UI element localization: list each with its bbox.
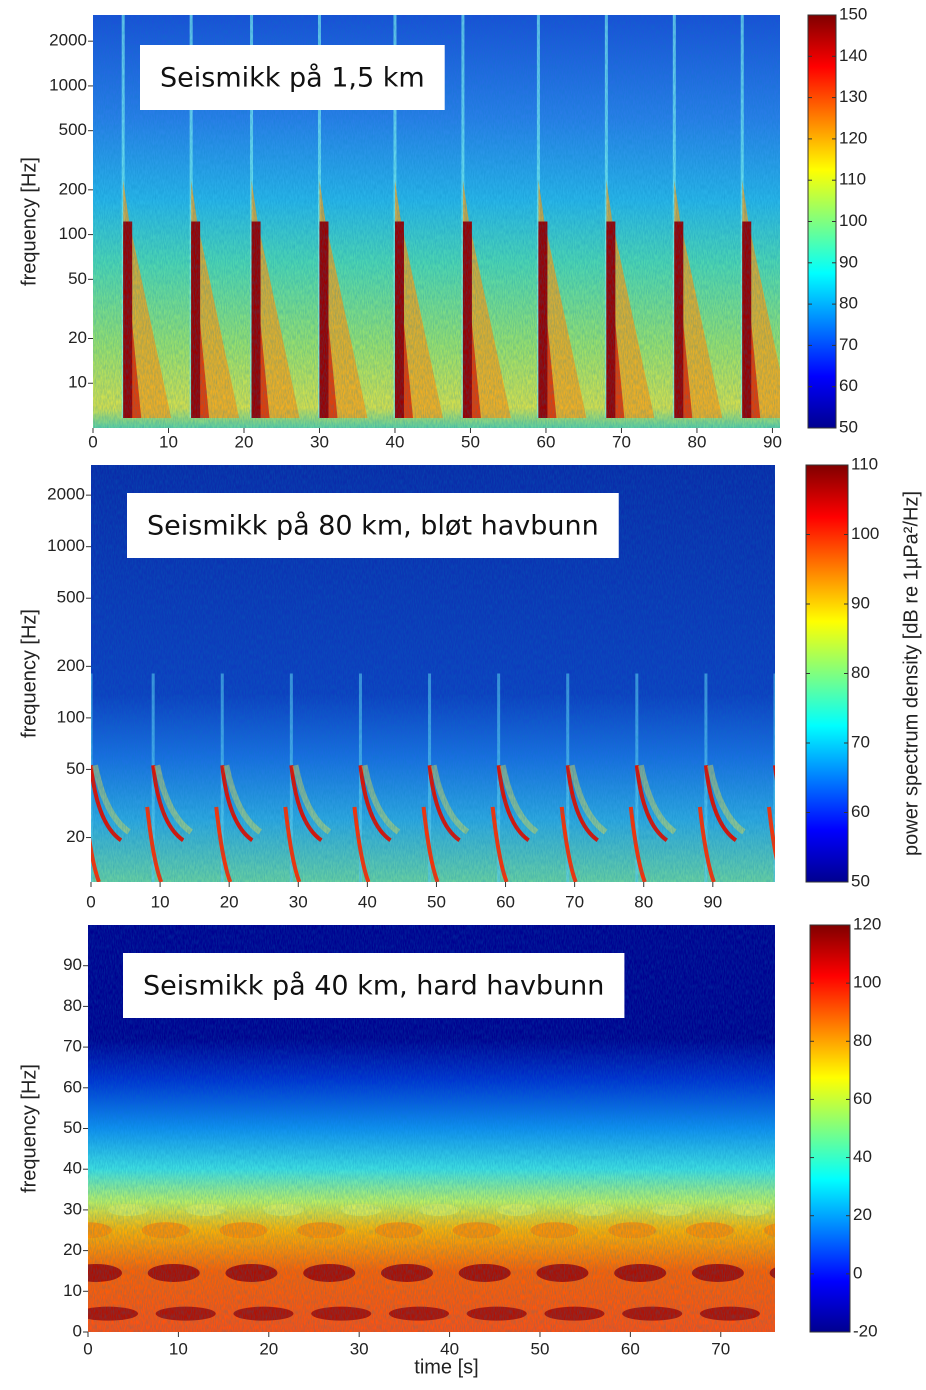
x-tick-label: 80 <box>634 892 653 911</box>
x-tick-label: 70 <box>711 1339 730 1358</box>
x-tick-label: 50 <box>531 1339 550 1358</box>
y-axis-label: frequency [Hz] <box>18 1064 40 1193</box>
y-tick-label: 20 <box>66 827 85 846</box>
y-tick-label: 60 <box>63 1077 82 1096</box>
y-tick-label: 80 <box>63 996 82 1015</box>
colorbar-tick-label: 60 <box>839 376 858 395</box>
colorbar-tick-label: 40 <box>853 1147 872 1166</box>
y-axis-label: frequency [Hz] <box>18 157 40 286</box>
spectrogram-detail <box>88 925 775 1332</box>
y-tick-label: 1000 <box>49 75 87 94</box>
annotation: Seismikk på 1,5 km <box>160 63 425 94</box>
chirp <box>773 765 775 781</box>
colorbar-tick-label: 70 <box>851 732 870 751</box>
y-tick-label: 200 <box>59 179 87 198</box>
annotation: Seismikk på 80 km, bløt havbunn <box>147 511 599 542</box>
x-tick-label: 30 <box>350 1339 369 1358</box>
colorbar-tick-label: 60 <box>853 1089 872 1108</box>
colorbar-tick-label: 80 <box>853 1031 872 1050</box>
x-tick-label: 90 <box>763 432 782 451</box>
x-tick-label: 80 <box>687 432 706 451</box>
annotation-box <box>123 953 625 1018</box>
colorbar-tick-label: 150 <box>839 4 867 23</box>
colorbar-tick-label: 110 <box>851 454 878 473</box>
colorbar-tick-label: 90 <box>839 252 858 271</box>
colorbar-tick-label: 20 <box>853 1205 872 1224</box>
colorbar-tick-label: 130 <box>839 87 867 106</box>
y-axis-label: frequency [Hz] <box>18 609 40 738</box>
colorbar-tick-label: 50 <box>839 417 858 436</box>
colorbar-tick-label: 140 <box>839 46 867 65</box>
y-tick-label: 70 <box>63 1037 82 1056</box>
x-tick-label: 10 <box>169 1339 188 1358</box>
y-tick-label: 40 <box>63 1159 82 1178</box>
annotation-box <box>140 45 445 110</box>
colorbar-tick-label: 100 <box>853 973 881 992</box>
colorbar-tick-label: 100 <box>839 211 867 230</box>
y-tick-label: 100 <box>57 707 85 726</box>
x-tick-label: 0 <box>88 432 97 451</box>
x-tick-label: 30 <box>310 432 329 451</box>
colorbar <box>809 924 851 1333</box>
x-tick-label: 70 <box>612 432 631 451</box>
y-tick-label: 50 <box>68 269 87 288</box>
x-tick-label: 40 <box>440 1339 459 1358</box>
y-tick-label: 90 <box>63 955 82 974</box>
colorbar-label: power spectrum density [dB re 1µPa²/Hz] <box>900 491 922 856</box>
colorbar-tick-label: 110 <box>839 170 866 189</box>
colorbar-tick-label: 70 <box>839 335 858 354</box>
x-tick-label: 20 <box>235 432 254 451</box>
y-tick-label: 50 <box>66 759 85 778</box>
y-tick-label: 30 <box>63 1199 82 1218</box>
x-tick-label: 40 <box>386 432 405 451</box>
y-tick-label: 500 <box>59 120 87 139</box>
y-tick-label: 20 <box>68 328 87 347</box>
x-tick-label: 0 <box>86 892 95 911</box>
y-tick-label: 2000 <box>47 485 85 504</box>
x-axis-label: time [s] <box>414 1356 478 1378</box>
colorbar-tick-label: 0 <box>853 1263 862 1282</box>
y-tick-label: 0 <box>73 1321 82 1340</box>
colorbar-tick-label: 120 <box>839 128 867 147</box>
y-tick-label: 500 <box>57 588 85 607</box>
x-tick-label: 20 <box>259 1339 278 1358</box>
colorbar <box>807 14 837 429</box>
x-tick-label: 60 <box>496 892 515 911</box>
x-tick-label: 50 <box>427 892 446 911</box>
colorbar-tick-label: 120 <box>853 914 881 933</box>
x-tick-label: 60 <box>537 432 556 451</box>
x-tick-label: 10 <box>159 432 178 451</box>
colorbar-tick-label: 80 <box>839 294 858 313</box>
y-tick-label: 100 <box>59 224 87 243</box>
y-tick-label: 1000 <box>47 536 85 555</box>
x-tick-label: 30 <box>289 892 308 911</box>
y-tick-label: 50 <box>63 1118 82 1137</box>
spectrogram-detail <box>93 15 780 428</box>
colorbar-tick-label: 80 <box>851 663 870 682</box>
x-tick-label: 20 <box>220 892 239 911</box>
colorbar-tick-label: 90 <box>851 593 870 612</box>
y-tick-label: 10 <box>68 373 87 392</box>
colorbar-tick-label: -20 <box>853 1321 878 1340</box>
colorbar-tick-label: 100 <box>851 524 879 543</box>
y-tick-label: 2000 <box>49 31 87 50</box>
x-tick-label: 60 <box>621 1339 640 1358</box>
x-tick-label: 70 <box>565 892 584 911</box>
y-tick-label: 200 <box>57 656 85 675</box>
x-tick-label: 0 <box>83 1339 92 1358</box>
y-tick-label: 10 <box>63 1281 82 1300</box>
colorbar-tick-label: 60 <box>851 802 870 821</box>
x-tick-label: 10 <box>151 892 170 911</box>
x-tick-label: 90 <box>703 892 722 911</box>
x-tick-label: 40 <box>358 892 377 911</box>
annotation: Seismikk på 40 km, hard havbunn <box>143 971 604 1002</box>
annotation-box <box>127 493 619 558</box>
colorbar <box>805 464 849 883</box>
colorbar-tick-label: 50 <box>851 871 870 890</box>
x-tick-label: 50 <box>461 432 480 451</box>
y-tick-label: 20 <box>63 1240 82 1259</box>
